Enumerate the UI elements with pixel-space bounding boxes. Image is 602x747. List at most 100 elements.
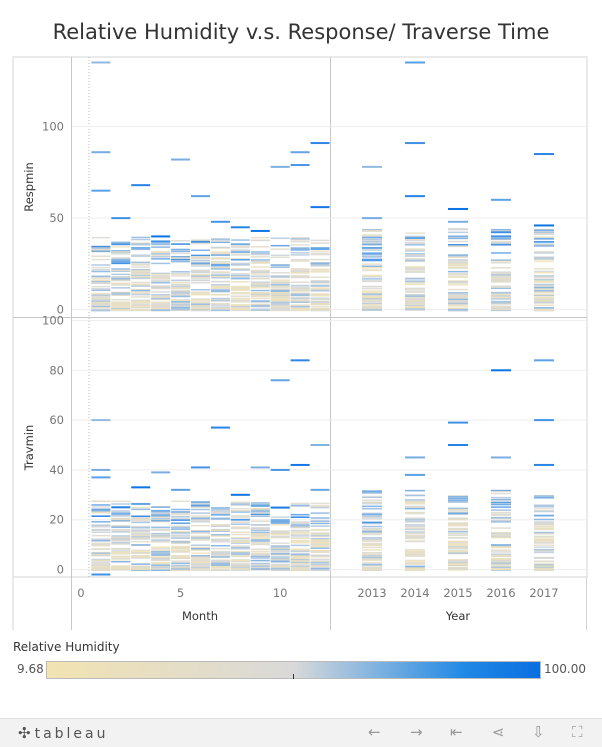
heat-cell [310, 569, 330, 571]
heat-cell [290, 559, 310, 562]
tableau-toolbar: ✣ tableau ← → ⇤ ⋖ ⇩ ⛶ [0, 718, 602, 747]
download-icon[interactable]: ⇩ [532, 723, 545, 741]
heat-cell [290, 294, 310, 296]
heat-cell [405, 302, 425, 304]
heat-cell [210, 517, 230, 520]
heat-cell [250, 557, 270, 559]
heat-cell [270, 558, 290, 561]
heat-cell [191, 269, 210, 272]
heat-cell [290, 531, 310, 533]
heat-cell [91, 266, 111, 269]
heat-cell [250, 305, 270, 308]
heat-cell [534, 505, 554, 507]
heat-cell [534, 544, 554, 547]
heat-cell [91, 515, 111, 517]
heat-cell [290, 297, 310, 300]
heat-cell [448, 266, 468, 269]
heat-cell [91, 277, 111, 280]
heat-cell [362, 228, 382, 231]
heat-cell [230, 269, 250, 271]
heat-cell [91, 543, 111, 546]
heat-cell [270, 303, 290, 306]
heat-cell [111, 539, 131, 542]
heat-cell [91, 245, 111, 248]
heat-cell [230, 523, 250, 525]
heat-cell [448, 537, 468, 539]
heat-cell [230, 569, 250, 571]
heat-cell [111, 257, 131, 259]
heat-cell [111, 278, 131, 281]
heat-cell [250, 270, 270, 273]
heat-cell [131, 525, 151, 528]
heat-cell [448, 531, 468, 533]
heat-cell [250, 251, 270, 253]
heat-cell [210, 535, 230, 537]
heat-cell [210, 564, 230, 567]
heat-cell [91, 305, 111, 307]
heat-cell [250, 510, 270, 512]
heat-cell [405, 307, 425, 310]
heat-cell [91, 255, 111, 258]
heat-cell [151, 528, 171, 530]
heat-cell [310, 306, 330, 308]
heat-cell [250, 504, 270, 506]
heat-cell [210, 266, 230, 269]
y-tick-label: 0 [57, 303, 64, 317]
heat-cell [362, 507, 382, 510]
tableau-brand[interactable]: ✣ tableau [18, 724, 109, 742]
heat-cell [230, 262, 250, 265]
heat-cell [290, 286, 310, 288]
heat-cell [290, 541, 310, 544]
heat-cell [534, 283, 554, 286]
heat-cell [448, 541, 468, 544]
heat-cell [171, 555, 191, 557]
heat-cell [405, 253, 425, 255]
fullscreen-icon[interactable]: ⛶ [572, 723, 583, 741]
chart-marks[interactable] [91, 61, 554, 576]
heat-cell [310, 271, 330, 273]
heat-cell [448, 308, 468, 311]
heat-cell [448, 236, 468, 239]
heat-cell [491, 238, 511, 241]
heat-cell [491, 490, 511, 493]
heat-cell [448, 517, 468, 519]
heat-cell-high [171, 158, 191, 161]
share-icon[interactable]: ⋖ [492, 723, 505, 741]
x-tick-label: 2017 [529, 586, 558, 600]
heat-cell [310, 546, 330, 548]
heat-cell [491, 271, 511, 273]
undo-icon[interactable]: ← [368, 723, 381, 741]
heat-cell [310, 528, 330, 531]
heat-cell-high [405, 473, 425, 476]
heat-cell [362, 552, 382, 554]
heat-cell [191, 504, 210, 506]
y-tick-label: 20 [49, 513, 64, 527]
heat-cell [151, 277, 171, 280]
heat-cell [491, 561, 511, 563]
heat-cell [250, 543, 270, 546]
heat-cell [111, 543, 131, 545]
heat-cell [191, 257, 210, 260]
heat-cell [362, 555, 382, 557]
heat-cell [131, 277, 151, 279]
heat-cell [310, 287, 330, 289]
heat-cell [230, 518, 250, 521]
heat-cell [405, 520, 425, 523]
heat-cell [534, 521, 554, 523]
redo-icon[interactable]: → [410, 723, 423, 741]
revert-icon[interactable]: ⇤ [450, 723, 463, 741]
heat-cell [171, 528, 191, 530]
heat-cell [270, 305, 290, 308]
heat-cell [151, 280, 171, 283]
heat-cell [111, 262, 131, 265]
heat-cell [310, 533, 330, 535]
heat-cell [290, 296, 310, 299]
heat-cell [491, 513, 511, 516]
heat-cell [290, 252, 310, 254]
heat-cell [491, 242, 511, 245]
heat-cell [362, 306, 382, 308]
heat-cell [111, 251, 131, 253]
heat-cell [91, 559, 111, 562]
heat-cell [362, 561, 382, 564]
